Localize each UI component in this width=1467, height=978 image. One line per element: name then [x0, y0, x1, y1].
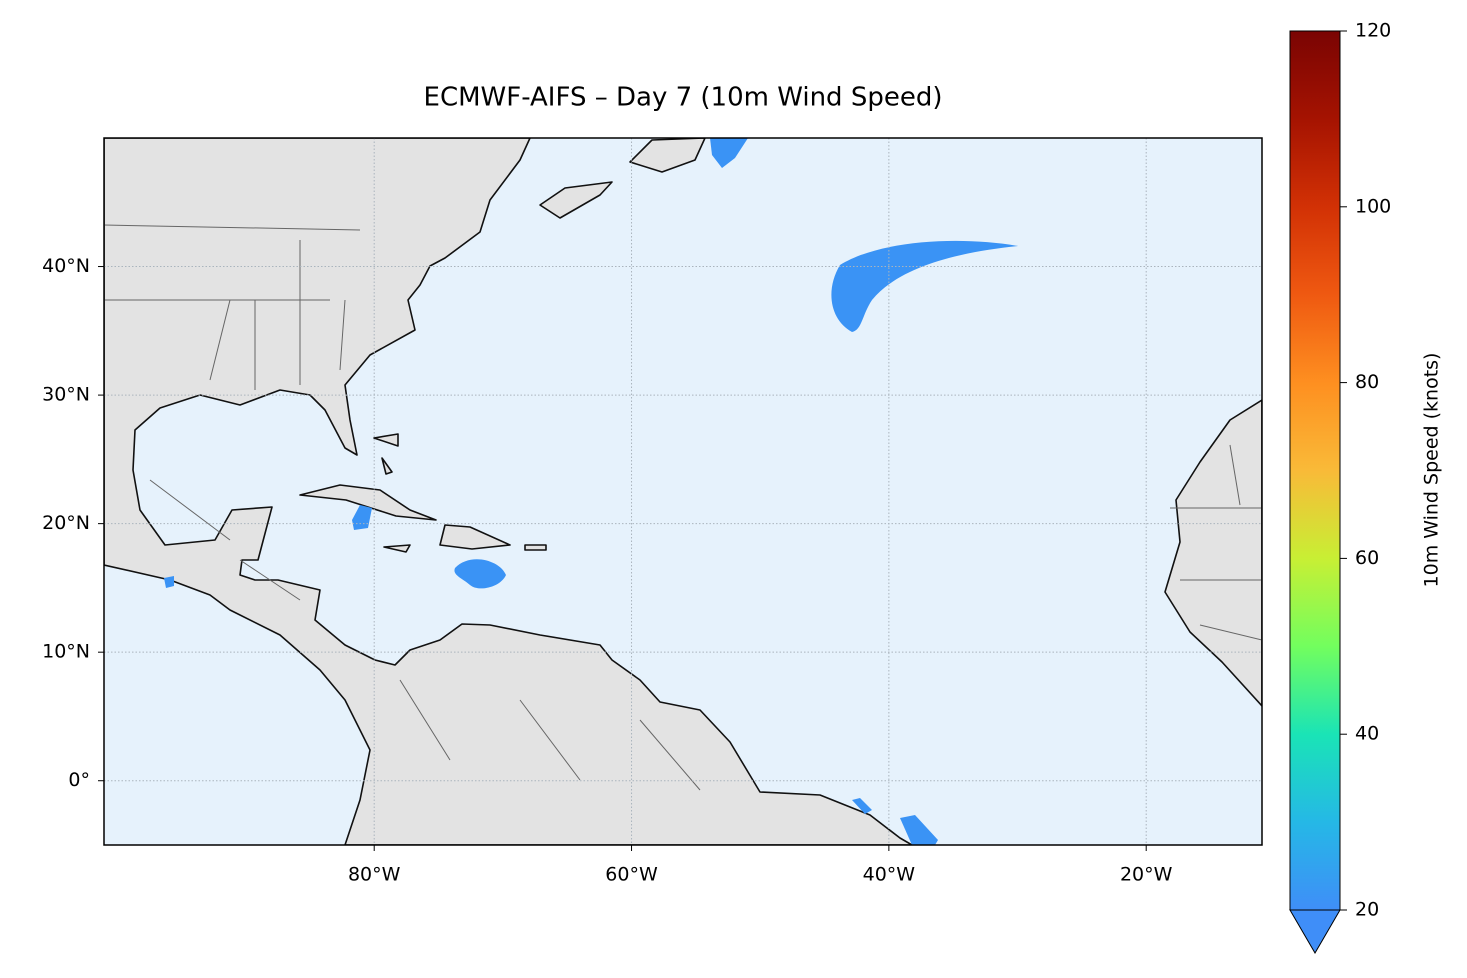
- wind-swath: [710, 138, 748, 168]
- grid-layer: [104, 138, 1262, 845]
- maritimes: [539, 181, 613, 219]
- chart-title: ECMWF-AIFS – Day 7 (10m Wind Speed): [424, 83, 943, 113]
- y-tick-label: 10°N: [42, 641, 90, 663]
- wind-swath: [900, 815, 938, 845]
- wind-swath: [454, 559, 506, 589]
- state-borders: [104, 224, 1262, 791]
- jamaica: [383, 544, 411, 553]
- y-tick-label: 0°: [68, 769, 90, 791]
- colorbar-tick-label: 80: [1355, 371, 1379, 393]
- colorbar-extension: [1289, 909, 1341, 954]
- africa: [1164, 399, 1262, 707]
- colorbar-tick-label: 40: [1355, 723, 1379, 745]
- x-tick-label: 40°W: [863, 864, 916, 886]
- hispaniola: [439, 524, 511, 550]
- x-tick-label: 60°W: [605, 864, 658, 886]
- wind-swath: [852, 798, 872, 814]
- y-tick-label: 20°N: [42, 512, 90, 534]
- x-tick-label: 20°W: [1120, 864, 1173, 886]
- greenland-south: [629, 138, 706, 173]
- puerto-rico: [524, 544, 547, 551]
- wind-swath: [164, 576, 174, 588]
- cuba: [299, 484, 437, 521]
- map-frame: [103, 137, 1263, 846]
- colorbar-tick-label: 20: [1355, 899, 1379, 921]
- colorbar: [1289, 30, 1341, 911]
- americas: [104, 138, 913, 845]
- colorbar-tick-label: 120: [1355, 20, 1391, 42]
- colorbar-tick-label: 60: [1355, 547, 1379, 569]
- y-tick-label: 40°N: [42, 255, 90, 277]
- wind-swath: [831, 240, 1018, 332]
- land-layer: [104, 138, 1262, 845]
- colorbar-label: 10m Wind Speed (knots): [1421, 353, 1443, 588]
- x-tick-label: 80°W: [348, 864, 401, 886]
- colorbar-tick-label: 100: [1355, 195, 1391, 217]
- bahamas: [373, 433, 399, 475]
- y-tick-label: 30°N: [42, 384, 90, 406]
